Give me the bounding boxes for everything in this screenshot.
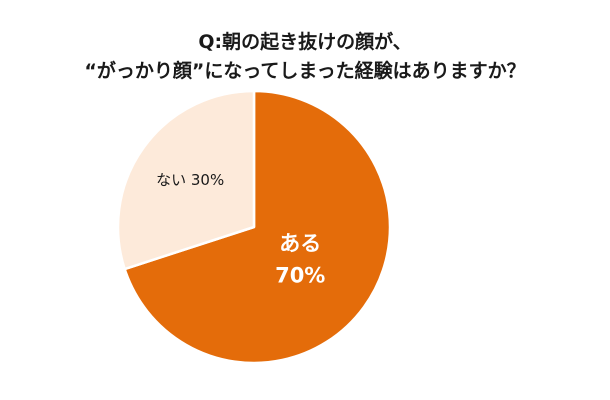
chart-title: Q:朝の起き抜けの顔が、 “がっかり顔”になってしまった経験はありますか？ (0, 28, 610, 86)
pie-label-no: ない 30% (156, 171, 224, 189)
pie-label-yes-value: 70% (275, 264, 325, 288)
pie-slice-no (116, 89, 256, 271)
pie-slice-yes (123, 89, 392, 365)
pie-labels: ある 70% ない 30% (156, 171, 325, 287)
pie-slices (116, 89, 392, 365)
chart-title-line-1: Q:朝の起き抜けの顔が、 (198, 31, 412, 53)
chart-title-line-2: “がっかり顔”になってしまった経験はありますか？ (84, 60, 526, 82)
pie-label-yes-name: ある (279, 232, 321, 256)
